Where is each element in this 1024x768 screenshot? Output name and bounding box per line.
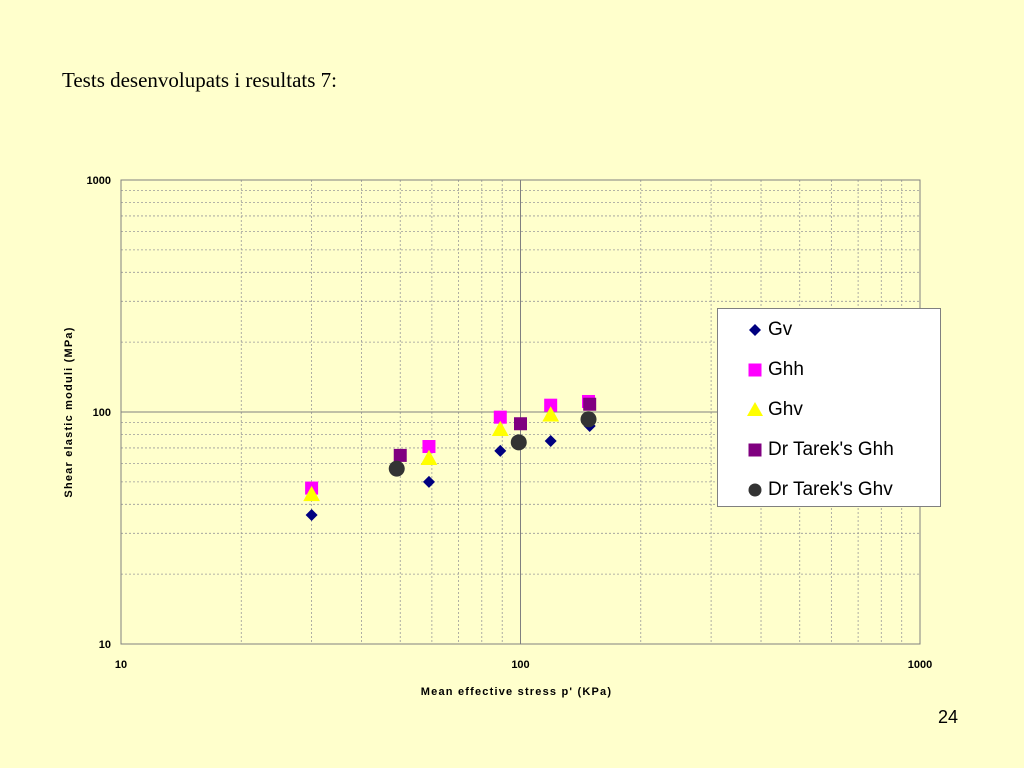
data-point-dr-tarek-s-ghv <box>510 434 527 451</box>
slide-title: Tests desenvolupats i resultats 7: <box>62 68 337 92</box>
y-tick-label: 10 <box>99 639 111 651</box>
data-point-gv <box>494 444 507 457</box>
data-point-dr-tarek-s-ghv <box>580 411 597 428</box>
x-axis-label: Mean effective stress p' (KPa) <box>421 686 612 698</box>
y-tick-label: 1000 <box>87 175 111 187</box>
x-tick-label: 100 <box>511 659 529 671</box>
data-point-ghv <box>420 449 438 465</box>
data-point-gv <box>305 508 318 521</box>
legend-item-ghv: Ghv <box>746 395 803 425</box>
legend-marker-ghh <box>748 363 762 377</box>
legend-item-gv: Gv <box>746 315 792 345</box>
chart-legend: Gv Ghh Ghv Dr Tarek's Ghh Dr Tarek's Ghv <box>717 308 941 507</box>
legend-marker-dr-tarek-s-ghh <box>748 443 762 457</box>
legend-label: Dr Tarek's Ghv <box>768 479 893 500</box>
slide-number: 24 <box>938 707 959 727</box>
data-point-gv <box>422 475 435 488</box>
data-point-dr-tarek-s-ghv <box>388 460 405 477</box>
y-tick-label: 100 <box>93 407 111 419</box>
data-point-ghh <box>422 440 436 454</box>
data-point-dr-tarek-s-ghh <box>514 417 527 431</box>
data-point-ghv <box>303 485 321 502</box>
y-axis-label: Shear elastic moduli (MPa) <box>63 326 75 497</box>
legend-label: Ghh <box>768 359 804 380</box>
legend-item-dr-tarek-s-ghv: Dr Tarek's Ghv <box>746 475 893 505</box>
legend-label: Dr Tarek's Ghh <box>768 439 894 460</box>
legend-item-dr-tarek-s-ghh: Dr Tarek's Ghh <box>746 435 894 465</box>
data-point-ghh <box>493 410 507 424</box>
legend-label: Gv <box>768 319 793 340</box>
legend-item-ghh: Ghh <box>746 355 804 385</box>
legend-label: Ghv <box>768 399 803 420</box>
data-point-dr-tarek-s-ghh <box>393 448 407 462</box>
data-point-dr-tarek-s-ghh <box>583 397 597 411</box>
data-point-ghv <box>542 406 560 422</box>
data-point-ghh <box>544 398 558 412</box>
legend-marker-gv <box>749 324 761 336</box>
x-tick-label: 10 <box>115 659 127 671</box>
data-point-gv <box>544 434 557 447</box>
legend-marker-dr-tarek-s-ghv <box>748 483 762 497</box>
x-tick-label: 1000 <box>908 659 932 671</box>
legend-marker-ghv <box>747 402 763 416</box>
data-point-ghv <box>491 420 509 436</box>
